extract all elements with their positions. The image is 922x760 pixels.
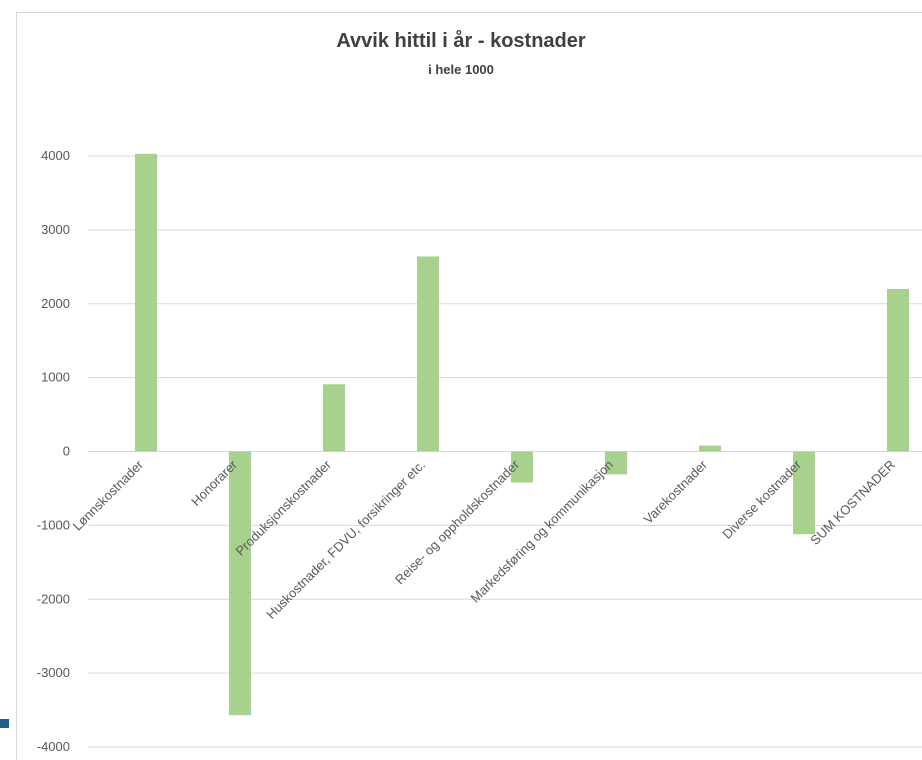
y-tick-label: -1000 (37, 517, 70, 532)
y-tick-label: -4000 (37, 739, 70, 754)
bar (135, 153, 157, 452)
chart-subtitle: i hele 1000 (428, 62, 494, 77)
chart-area (16, 12, 922, 760)
y-tick-label: -3000 (37, 665, 70, 680)
gridlines (88, 155, 922, 748)
category-label: Huskostnader, FDVU, forsikringer etc. (263, 457, 428, 622)
y-axis-ticks: 4000 3000 2000 1000 0 -1000 -2000 -3000 -4000 (37, 148, 70, 754)
bar (417, 256, 439, 452)
category-label: Diverse kostnader (719, 457, 804, 542)
category-label: SUM KOSTNADER (807, 457, 898, 548)
bar (605, 451, 627, 475)
category-labels: Lønnskostnader HonorarerProduksjonskostna… (70, 457, 899, 622)
y-tick-label: 3000 (41, 222, 70, 237)
bar (229, 451, 251, 716)
bar (887, 288, 909, 452)
bar (793, 451, 815, 535)
chart-title: Avvik hittil i år - kostnader (336, 30, 586, 52)
bars (135, 153, 909, 716)
bar (699, 445, 721, 452)
y-tick-label: 1000 (41, 370, 70, 385)
y-tick-label: 0 (63, 444, 70, 459)
y-tick-label: -2000 (37, 591, 70, 606)
bar (511, 451, 533, 483)
bar (323, 384, 345, 452)
y-tick-label: 2000 (41, 296, 70, 311)
side-marker (0, 719, 9, 728)
y-tick-label: 4000 (41, 148, 70, 163)
category-label: Varekostnader (640, 457, 710, 527)
category-label: Lønnskostnader (70, 457, 147, 534)
